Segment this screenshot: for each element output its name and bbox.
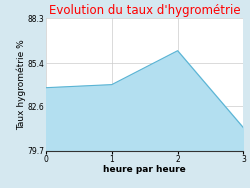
X-axis label: heure par heure: heure par heure bbox=[103, 165, 186, 174]
Y-axis label: Taux hygrométrie %: Taux hygrométrie % bbox=[17, 39, 26, 130]
Title: Evolution du taux d'hygrométrie: Evolution du taux d'hygrométrie bbox=[49, 4, 240, 17]
